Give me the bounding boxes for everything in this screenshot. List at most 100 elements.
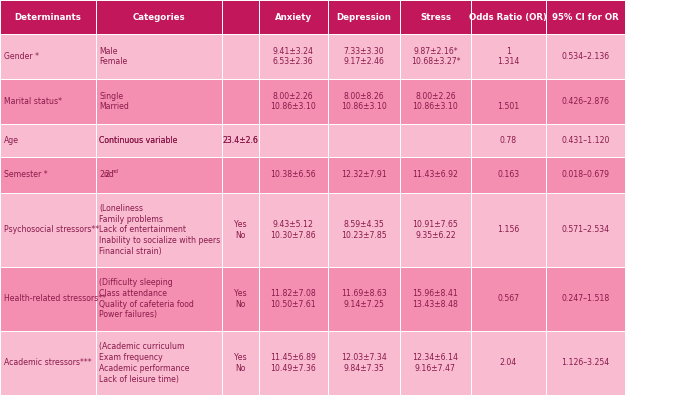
Bar <box>471 157 546 193</box>
Bar <box>546 193 626 267</box>
Text: (Loneliness
Family problems
Lack of entertainment
Inability to socialize with pe: (Loneliness Family problems Lack of ente… <box>99 204 220 256</box>
Bar <box>400 193 471 267</box>
Text: Depression: Depression <box>336 12 391 22</box>
Bar <box>96 124 222 157</box>
Bar <box>259 267 328 331</box>
Bar <box>400 331 471 395</box>
Text: 1
1.314: 1 1.314 <box>497 47 520 67</box>
Bar <box>96 34 222 79</box>
Text: Male
Female: Male Female <box>99 47 128 67</box>
Bar <box>259 157 328 193</box>
Text: Yes
No: Yes No <box>234 353 247 373</box>
Bar <box>222 193 259 267</box>
Bar <box>400 124 471 157</box>
Bar <box>259 124 328 157</box>
Text: Anxiety: Anxiety <box>275 12 312 22</box>
Bar <box>400 157 471 193</box>
Text: 0.247–1.518: 0.247–1.518 <box>562 294 610 304</box>
Bar <box>546 124 626 157</box>
Bar <box>328 79 400 124</box>
Text: 11.45±6.89
10.49±7.36: 11.45±6.89 10.49±7.36 <box>270 353 316 373</box>
Text: Academic stressors***: Academic stressors*** <box>4 358 92 367</box>
Text: 1.126–3.254: 1.126–3.254 <box>562 358 610 367</box>
Bar <box>400 267 471 331</box>
Text: 9.43±5.12
10.30±7.86: 9.43±5.12 10.30±7.86 <box>270 220 316 240</box>
Bar <box>471 193 546 267</box>
Text: 12.03±7.34
9.84±7.35: 12.03±7.34 9.84±7.35 <box>341 353 386 373</box>
Text: 0.567: 0.567 <box>498 294 519 304</box>
Text: Continuous variable: Continuous variable <box>99 136 178 145</box>
Bar <box>328 124 400 157</box>
Text: (Academic curriculum
Exam frequency
Academic performance
Lack of leisure time): (Academic curriculum Exam frequency Acad… <box>99 342 190 384</box>
Text: 11.69±8.63
9.14±7.25: 11.69±8.63 9.14±7.25 <box>341 289 386 309</box>
Text: 10.38±6.56: 10.38±6.56 <box>270 170 316 179</box>
Bar <box>222 124 259 157</box>
Bar <box>546 34 626 79</box>
Bar <box>0 0 96 34</box>
Bar <box>471 124 546 157</box>
Text: Psychosocial stressors**: Psychosocial stressors** <box>4 225 99 234</box>
Text: Yes
No: Yes No <box>234 289 247 309</box>
Text: Yes
No: Yes No <box>234 220 247 240</box>
Bar <box>222 124 259 157</box>
Bar <box>546 79 626 124</box>
Text: 0.78: 0.78 <box>500 136 517 145</box>
Bar <box>400 0 471 34</box>
Text: 11.43±6.92: 11.43±6.92 <box>412 170 459 179</box>
Text: 8.00±8.26
10.86±3.10: 8.00±8.26 10.86±3.10 <box>341 92 386 111</box>
Bar <box>222 34 259 79</box>
Text: Health-related stressors**: Health-related stressors** <box>4 294 106 304</box>
Text: 10.91±7.65
9.35±6.22: 10.91±7.65 9.35±6.22 <box>413 220 458 240</box>
Bar <box>400 34 471 79</box>
Text: 8.59±4.35
10.23±7.85: 8.59±4.35 10.23±7.85 <box>341 220 386 240</box>
Bar <box>546 157 626 193</box>
Bar <box>471 34 546 79</box>
Bar <box>259 0 328 34</box>
Bar <box>546 267 626 331</box>
Bar <box>96 0 222 34</box>
Text: 8.00±2.26
10.86±3.10: 8.00±2.26 10.86±3.10 <box>413 92 458 111</box>
Text: 7.33±3.30
9.17±2.46: 7.33±3.30 9.17±2.46 <box>343 47 384 67</box>
Bar <box>471 79 546 124</box>
Bar <box>96 124 222 157</box>
Bar <box>546 0 626 34</box>
Text: 0.426–2.876: 0.426–2.876 <box>562 97 610 106</box>
Bar <box>96 193 222 267</box>
Bar <box>328 157 400 193</box>
Bar <box>0 331 96 395</box>
Text: 9.87±2.16*
10.68±3.27*: 9.87±2.16* 10.68±3.27* <box>411 47 460 67</box>
Text: (Difficulty sleeping
Class attendance
Quality of cafeteria food
Power failures): (Difficulty sleeping Class attendance Qu… <box>99 278 195 320</box>
Bar <box>0 193 96 267</box>
Text: 0.571–2.534: 0.571–2.534 <box>562 225 610 234</box>
Bar <box>400 79 471 124</box>
Text: Continuous variable: Continuous variable <box>99 136 178 145</box>
Text: 2.04: 2.04 <box>500 358 517 367</box>
Text: Stress: Stress <box>420 12 451 22</box>
Bar <box>222 157 259 193</box>
Bar <box>259 193 328 267</box>
Bar <box>96 157 222 193</box>
Bar <box>328 267 400 331</box>
Text: nd: nd <box>111 169 118 174</box>
Bar <box>0 267 96 331</box>
Bar <box>471 0 546 34</box>
Bar <box>96 79 222 124</box>
Text: 15.96±8.41
13.43±8.48: 15.96±8.41 13.43±8.48 <box>412 289 459 309</box>
Bar <box>222 267 259 331</box>
Text: Odds Ratio (OR): Odds Ratio (OR) <box>469 12 548 22</box>
Text: Single
Married: Single Married <box>99 92 129 111</box>
Text: 11.82±7.08
10.50±7.61: 11.82±7.08 10.50±7.61 <box>270 289 316 309</box>
Text: 12.32±7.91: 12.32±7.91 <box>341 170 386 179</box>
Bar <box>222 331 259 395</box>
Text: 12.34±6.14
9.16±7.47: 12.34±6.14 9.16±7.47 <box>412 353 459 373</box>
Text: Semester *: Semester * <box>4 170 48 179</box>
Text: Marital status*: Marital status* <box>4 97 62 106</box>
Text: 23.4±2.6: 23.4±2.6 <box>222 136 259 145</box>
Bar <box>328 193 400 267</box>
Bar <box>259 34 328 79</box>
Text: 2: 2 <box>104 170 110 179</box>
Bar <box>471 267 546 331</box>
Bar <box>0 157 96 193</box>
Bar <box>328 0 400 34</box>
Text: 1.501: 1.501 <box>497 92 520 111</box>
